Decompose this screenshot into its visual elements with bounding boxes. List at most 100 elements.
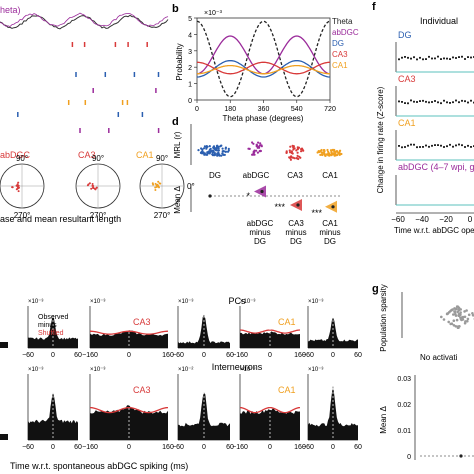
e-xtick-label: −160 — [82, 444, 98, 451]
swarm-point-dg — [202, 147, 206, 150]
swarm-point-ca1 — [340, 152, 343, 156]
f-trace-point — [431, 144, 433, 147]
swarm-point-ca3 — [300, 150, 303, 153]
b-ytick-label: 5 — [188, 16, 192, 23]
series-theta — [196, 20, 331, 98]
swarm-point-ca3 — [297, 157, 300, 161]
swarm-point-ca1 — [319, 153, 322, 156]
swarm-point-ca3 — [302, 149, 305, 152]
f-trace-point — [413, 100, 415, 103]
contrast-1-l3: DG — [290, 237, 302, 246]
e-xtick-label: 160 — [162, 352, 174, 359]
e-xtick-label: 160 — [294, 352, 306, 359]
g-swarm-point — [447, 320, 451, 324]
polar-point — [154, 186, 157, 189]
b-xtick-label: 540 — [291, 106, 303, 113]
f-trace-point — [425, 100, 427, 103]
g-swarm-point — [454, 325, 458, 328]
f-trace-point — [413, 56, 415, 59]
polar-angle-bottom: 270° — [90, 211, 107, 220]
swarm-point-dg — [208, 145, 211, 148]
swarm-point-abdgc — [247, 147, 250, 150]
polar-angle-top: 90° — [156, 154, 168, 163]
f-trace-point — [404, 102, 406, 104]
swarm-point-ca1 — [319, 150, 322, 153]
delta-ref-point — [208, 194, 212, 198]
f-trace-point — [404, 146, 406, 148]
legend-observed: Observed — [38, 314, 68, 321]
swarm-point-ca3 — [288, 149, 291, 152]
f-trace-point — [455, 99, 457, 102]
swarm-point-dg — [200, 152, 203, 155]
swarm-point-dg — [227, 147, 230, 150]
panel-g-swarm — [440, 305, 474, 330]
b-ytick-label: 0 — [188, 98, 192, 105]
e-scale: ×10⁻³ — [28, 299, 43, 305]
swarm-point-ca3 — [295, 149, 298, 152]
swarm-point-ca1 — [339, 149, 342, 152]
delta-distribution-ca1 — [325, 200, 337, 213]
e-psth-area — [28, 314, 78, 348]
b-ytick-label: 3 — [188, 49, 192, 56]
swarm-point-ca3 — [285, 151, 288, 154]
e-label-ca1-bot: CA1 — [278, 385, 296, 395]
f-trace-point — [443, 57, 445, 60]
sig-2: *** — [311, 208, 322, 218]
e-psth-area — [240, 331, 300, 348]
polar-label-2: CA1 — [136, 150, 154, 160]
e-xtick-label: −60 — [172, 444, 184, 451]
f-trace-point — [425, 144, 427, 147]
swarm-point-dg — [217, 152, 220, 155]
f-trace-point — [422, 99, 424, 102]
e-label-ca1-top: CA1 — [278, 317, 296, 327]
f-trace-point — [419, 146, 421, 148]
contrast-0-l1: abDGC — [247, 219, 274, 228]
f-trace-point — [440, 144, 442, 147]
swarm-point-abdgc — [253, 151, 256, 154]
g-swarm-point — [449, 309, 452, 313]
panel-e-scales: ×10⁻³ ×10⁻³ ×10⁻³ ×10⁻³ ×10⁻³ ×10⁻³ ×10⁻³ ×10⁻²… — [28, 299, 323, 373]
panel-a-trace-label: heta) — [0, 5, 21, 15]
panel-g-ylabel-top: Population sparsity — [379, 284, 388, 352]
sig-0: * — [246, 191, 250, 201]
f-trace-point — [434, 57, 436, 60]
panel-b-frame — [196, 17, 331, 101]
e-label-ca3-top: CA3 — [133, 317, 151, 327]
f-trace-point — [416, 58, 418, 61]
swarm-point-dg — [224, 150, 228, 153]
swarm-point-ca1 — [323, 153, 326, 156]
f-sub-2: CA1 — [398, 118, 416, 128]
panel-d: d MRL (r) DG abDGC CA3 CA1 Mean Δ * *** … — [172, 116, 343, 246]
swarm-point-dg — [211, 149, 215, 152]
swarm-point-dg — [214, 153, 217, 156]
swarm-point-dg — [220, 144, 223, 147]
e-scale: ×10⁻² — [178, 367, 193, 373]
delta-distribution-ca3 — [290, 199, 302, 211]
swarm-point-dg — [221, 147, 224, 150]
polar-angle-bottom: 270° — [154, 211, 171, 220]
series-ca1 — [196, 64, 331, 75]
delta-point-ca3 — [296, 203, 300, 207]
b-ytick-label: 4 — [188, 32, 192, 39]
f-trace-point — [431, 101, 433, 103]
f-trace-point — [452, 101, 454, 104]
polar-point — [91, 183, 94, 185]
polar-point — [158, 186, 160, 189]
polar-point — [90, 187, 93, 190]
delta-point-ca1 — [331, 205, 335, 209]
b-xtick-label: 360 — [258, 106, 270, 113]
g-swarm-point — [449, 322, 453, 326]
panel-g: g Population sparsity No activati Mean Δ… — [372, 283, 474, 461]
f-trace-point — [449, 143, 451, 146]
g-swarm-point — [471, 312, 474, 315]
panel-b-series — [196, 20, 331, 98]
polar-point — [154, 189, 157, 191]
f-trace-point — [428, 101, 430, 104]
swarm-point-dg — [206, 153, 209, 156]
delta-point-abdgc — [260, 189, 264, 194]
g-swarm-point — [465, 309, 468, 312]
f-trace-point — [458, 101, 460, 104]
cat-abdgc: abDGC — [243, 171, 270, 180]
f-sub-3: abDGC (4–7 wpi, g — [398, 162, 474, 172]
